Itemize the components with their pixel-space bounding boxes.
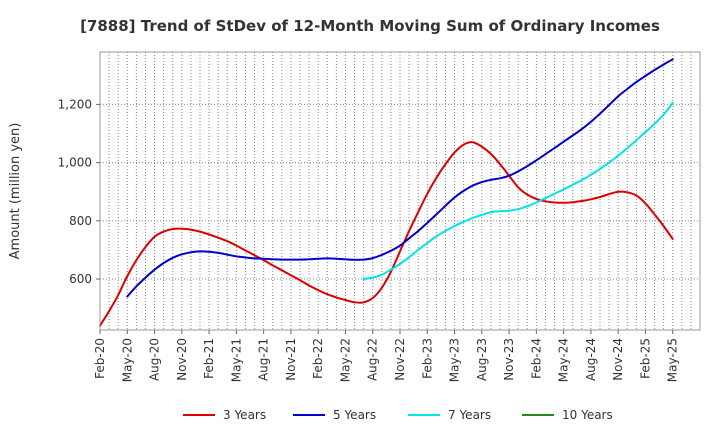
x-tick-label: May-23 xyxy=(448,338,462,382)
x-tick-label: Aug-20 xyxy=(148,338,162,381)
grid xyxy=(99,52,701,330)
x-tick-label: Feb-21 xyxy=(202,338,216,379)
x-tick-label: Nov-20 xyxy=(175,338,189,381)
x-tick-label: May-22 xyxy=(338,338,352,382)
series-layer xyxy=(99,58,674,327)
x-tick-label: Feb-24 xyxy=(529,338,543,379)
x-tick-label: Feb-25 xyxy=(638,338,652,379)
x-tick-label: Feb-22 xyxy=(311,338,325,379)
legend-label-7-years: 7 Years xyxy=(448,408,491,422)
x-tick-label: Nov-22 xyxy=(393,338,407,381)
x-tick-label: Feb-20 xyxy=(93,338,107,379)
x-tick-label: Aug-23 xyxy=(475,338,489,381)
chart-title: [7888] Trend of StDev of 12-Month Moving… xyxy=(80,17,660,35)
x-tick-label: Nov-24 xyxy=(611,338,625,381)
y-axis-ticks: 600 800 1,000 1,200 xyxy=(58,97,100,286)
legend: 3 Years 5 Years 7 Years 10 Years xyxy=(183,408,613,422)
series-line-7-years xyxy=(362,101,674,281)
x-tick-label: Aug-24 xyxy=(584,338,598,381)
x-tick-label: May-20 xyxy=(120,338,134,382)
x-tick-label: May-24 xyxy=(557,338,571,382)
legend-label-5-years: 5 Years xyxy=(333,408,376,422)
y-tick-label: 1,000 xyxy=(58,156,92,170)
x-tick-label: Nov-23 xyxy=(502,338,516,381)
legend-label-10-years: 10 Years xyxy=(562,408,613,422)
series-line-3-years xyxy=(99,141,674,327)
x-axis-ticks: Feb-20 May-20 Aug-20 Nov-20 Feb-21 May-21 Aug-… xyxy=(93,330,680,382)
legend-label-3-years: 3 Years xyxy=(223,408,266,422)
series-line-5-years xyxy=(126,58,674,298)
y-tick-label: 800 xyxy=(69,214,92,228)
y-tick-label: 600 xyxy=(69,272,92,286)
x-tick-label: May-25 xyxy=(666,338,680,382)
x-tick-label: May-21 xyxy=(229,338,243,382)
y-axis-label: Amount (million yen) xyxy=(8,123,23,260)
y-tick-label: 1,200 xyxy=(58,97,92,111)
x-tick-label: Aug-21 xyxy=(257,338,271,381)
x-tick-label: Nov-21 xyxy=(284,338,298,381)
x-tick-label: Feb-23 xyxy=(420,338,434,379)
x-tick-label: Aug-22 xyxy=(366,338,380,381)
